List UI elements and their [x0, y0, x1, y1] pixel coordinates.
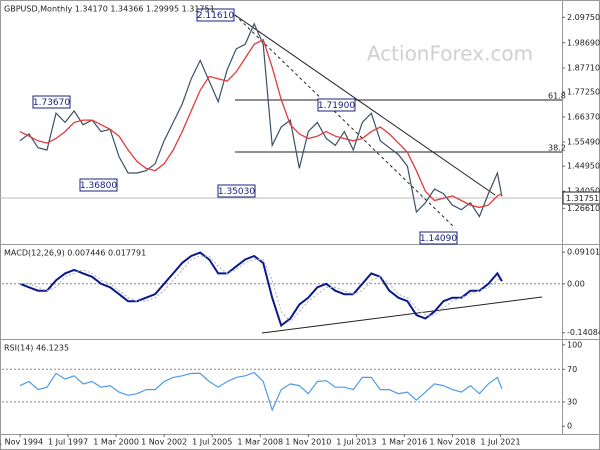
plots: 2.09750 1.98690 1.87710 1.77250 1.66370 1.554… [0, 13, 600, 447]
x-tick-label: 1 Mar 2016 [382, 438, 428, 447]
x-tick-label: 1 Jul 2013 [336, 438, 376, 447]
y-tick-label: 2.09750 [567, 13, 600, 22]
y-tick-label: 1.98690 [567, 38, 600, 47]
y-tick-label: 0.00 [567, 279, 585, 288]
y-tick-label: 0 [567, 422, 572, 431]
y-tick-label: 1.44950 [567, 162, 600, 171]
panel-title: RSI(14) 46.1235 [4, 344, 69, 353]
annotation: 1.73670 [33, 98, 70, 108]
x-tick-label: 1 Mar 2008 [237, 438, 283, 447]
x-tick-label: 1 Jul 2005 [192, 438, 232, 447]
series-line [19, 251, 503, 328]
x-tick-label: 1 Nov 2010 [285, 438, 331, 447]
y-tick-label: 1.77250 [567, 87, 600, 96]
y-tick-label: 1.66370 [567, 112, 600, 121]
y-tick-label: 0.091015 [567, 248, 600, 257]
annotation: 1.35030 [218, 187, 255, 197]
x-tick-label: 1 Mar 2000 [93, 438, 139, 447]
y-tick-label: 1.34050 [567, 187, 600, 196]
annotation-box [32, 95, 71, 109]
x-tick-label: 1 Jul 2021 [480, 438, 520, 447]
annotation-box [317, 98, 356, 112]
x-tick-label: 1 Jul 1997 [48, 438, 88, 447]
x-tick-label: 1 Nov 2018 [429, 438, 475, 447]
annotation: 1.36800 [80, 181, 117, 191]
series-line [19, 38, 503, 209]
series-line [20, 255, 503, 323]
annotation-box [217, 184, 256, 198]
fib-label: 38.2 [548, 144, 566, 153]
watermark: ActionForex.com [367, 42, 533, 66]
last-price-box [562, 191, 600, 205]
panel-title: GBPUSD,Monthly 1.34170 1.34366 1.29995 1… [4, 5, 215, 14]
panel-title: MACD(12,26,9) 0.007446 0.017791 [4, 249, 146, 258]
y-tick-label: 100 [567, 340, 582, 349]
series-line [19, 22, 503, 218]
annotation: 1.71900 [318, 101, 355, 111]
annotation: 1.14090 [420, 234, 457, 244]
trend-line [234, 14, 496, 196]
y-tick-label: 1.87710 [567, 63, 600, 72]
fib-label: 61.8 [548, 92, 566, 101]
series-line [19, 371, 503, 412]
last-price-label: 1.31751 [566, 194, 599, 203]
trend-line [261, 296, 543, 334]
y-tick-label: 30 [567, 397, 577, 406]
annotation-box [196, 8, 235, 22]
y-tick-label: -0.140843 [567, 328, 600, 337]
annotation-box [79, 178, 118, 192]
y-tick-label: 70 [567, 365, 577, 374]
annotation: 2.11610 [197, 11, 234, 21]
y-tick-label: 1.55490 [567, 137, 600, 146]
x-tick-label: 1 Nov 2002 [141, 438, 187, 447]
y-tick-label: 1.26610 [567, 204, 600, 213]
annotation-box [419, 231, 458, 245]
x-tick-label: 1 Nov 1994 [0, 438, 43, 447]
